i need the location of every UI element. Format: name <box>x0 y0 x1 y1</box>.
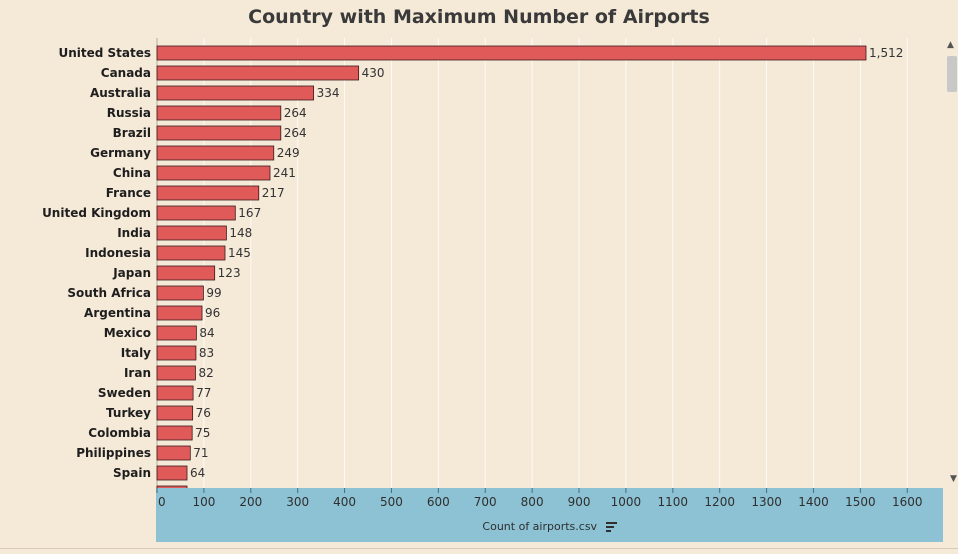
tick-label: 1300 <box>751 495 782 509</box>
category-label[interactable]: Australia <box>90 86 151 100</box>
bar[interactable] <box>156 225 227 241</box>
category-label[interactable]: Germany <box>90 146 151 160</box>
data-label: 84 <box>199 326 214 340</box>
data-label: 167 <box>238 206 261 220</box>
bar-partial <box>156 485 188 488</box>
category-label[interactable]: Iran <box>124 366 151 380</box>
tick-label: 1200 <box>704 495 735 509</box>
category-label[interactable]: Italy <box>121 346 151 360</box>
category-label[interactable]: United Kingdom <box>42 206 151 220</box>
bar[interactable] <box>156 305 203 321</box>
data-label: 264 <box>284 106 307 120</box>
data-label: 83 <box>199 346 214 360</box>
bar[interactable] <box>156 385 194 401</box>
tick-label: 600 <box>427 495 450 509</box>
data-label: 1,512 <box>869 46 903 60</box>
bar[interactable] <box>156 45 867 61</box>
tick-label: 1600 <box>892 495 923 509</box>
bar[interactable] <box>156 405 194 421</box>
bar[interactable] <box>156 245 226 261</box>
bar[interactable] <box>156 125 282 141</box>
bar[interactable] <box>156 185 260 201</box>
tick-label: 900 <box>568 495 591 509</box>
data-label: 241 <box>273 166 296 180</box>
category-label[interactable]: Russia <box>107 106 151 120</box>
data-label: 217 <box>262 186 285 200</box>
x-axis-panel: 0 100 200 300 400 500 600 700 800 900 1000 1100 1200… <box>156 488 943 542</box>
category-label[interactable]: Canada <box>101 66 151 80</box>
data-label: 264 <box>284 126 307 140</box>
category-label[interactable]: Argentina <box>84 306 151 320</box>
bar[interactable] <box>156 85 315 101</box>
data-label: 334 <box>317 86 340 100</box>
category-label[interactable]: South Africa <box>67 286 151 300</box>
bar[interactable] <box>156 425 193 441</box>
category-label[interactable]: Turkey <box>106 406 151 420</box>
data-label: 76 <box>196 406 211 420</box>
bar[interactable] <box>156 365 196 381</box>
bar[interactable] <box>156 445 191 461</box>
data-label: 148 <box>229 226 252 240</box>
tick-label: 1000 <box>611 495 642 509</box>
chart-title: Country with Maximum Number of Airports <box>248 6 710 28</box>
bar[interactable] <box>156 285 204 301</box>
scroll-thumb[interactable] <box>947 56 957 92</box>
bar[interactable] <box>156 265 216 281</box>
data-label: 64 <box>190 466 205 480</box>
bar[interactable] <box>156 145 275 161</box>
tick-label: 1500 <box>845 495 876 509</box>
chevron-up-icon[interactable]: ▲ <box>947 40 954 50</box>
tick-label: 700 <box>474 495 497 509</box>
tick-label: 100 <box>192 495 215 509</box>
plot-area: United States 1,512 Canada 430 Australia 334 R… <box>0 38 944 488</box>
category-label[interactable]: Sweden <box>98 386 151 400</box>
vertical-scrollbar[interactable]: ▲ <box>946 40 958 487</box>
category-label[interactable]: Japan <box>112 266 151 280</box>
x-axis-title[interactable]: Count of airports.csv <box>156 520 943 533</box>
category-label[interactable]: Philippines <box>76 446 151 460</box>
bar[interactable] <box>156 345 197 361</box>
data-label: 77 <box>196 386 211 400</box>
category-label[interactable]: India <box>117 226 151 240</box>
bottom-divider <box>0 548 958 549</box>
bar[interactable] <box>156 165 271 181</box>
bar-chart: United States 1,512 Canada 430 Australia 334 R… <box>42 38 908 488</box>
category-label[interactable]: Indonesia <box>85 246 151 260</box>
category-label[interactable]: Brazil <box>113 126 151 140</box>
data-label: 82 <box>198 366 213 380</box>
tick-label: 1100 <box>658 495 689 509</box>
category-label[interactable]: Mexico <box>104 326 151 340</box>
data-label: 75 <box>195 426 210 440</box>
category-label[interactable]: France <box>106 186 151 200</box>
bar[interactable] <box>156 65 360 81</box>
data-label: 71 <box>193 446 208 460</box>
chevron-down-icon[interactable]: ▼ <box>950 474 957 484</box>
bar[interactable] <box>156 105 282 121</box>
tick-label: 400 <box>333 495 356 509</box>
tick-label: 200 <box>239 495 262 509</box>
category-label[interactable]: Colombia <box>88 426 151 440</box>
data-label: 123 <box>218 266 241 280</box>
tick-label: 500 <box>380 495 403 509</box>
data-label: 145 <box>228 246 251 260</box>
data-label: 249 <box>277 146 300 160</box>
tick-label: 800 <box>521 495 544 509</box>
sort-descending-icon[interactable] <box>605 522 617 532</box>
data-label: 96 <box>205 306 220 320</box>
tick-label: 0 <box>158 495 166 509</box>
bar[interactable] <box>156 465 188 481</box>
category-label[interactable]: Spain <box>113 466 151 480</box>
bar[interactable] <box>156 325 197 341</box>
category-label[interactable]: China <box>113 166 151 180</box>
data-label: 430 <box>362 66 385 80</box>
x-axis-label: Count of airports.csv <box>482 520 598 533</box>
tick-label: 300 <box>286 495 309 509</box>
bar[interactable] <box>156 205 236 221</box>
category-label[interactable]: United States <box>58 46 151 60</box>
tick-label: 1400 <box>798 495 829 509</box>
x-axis: 0 100 200 300 400 500 600 700 800 900 1000 1100 1200… <box>156 488 923 509</box>
data-label: 99 <box>206 286 221 300</box>
